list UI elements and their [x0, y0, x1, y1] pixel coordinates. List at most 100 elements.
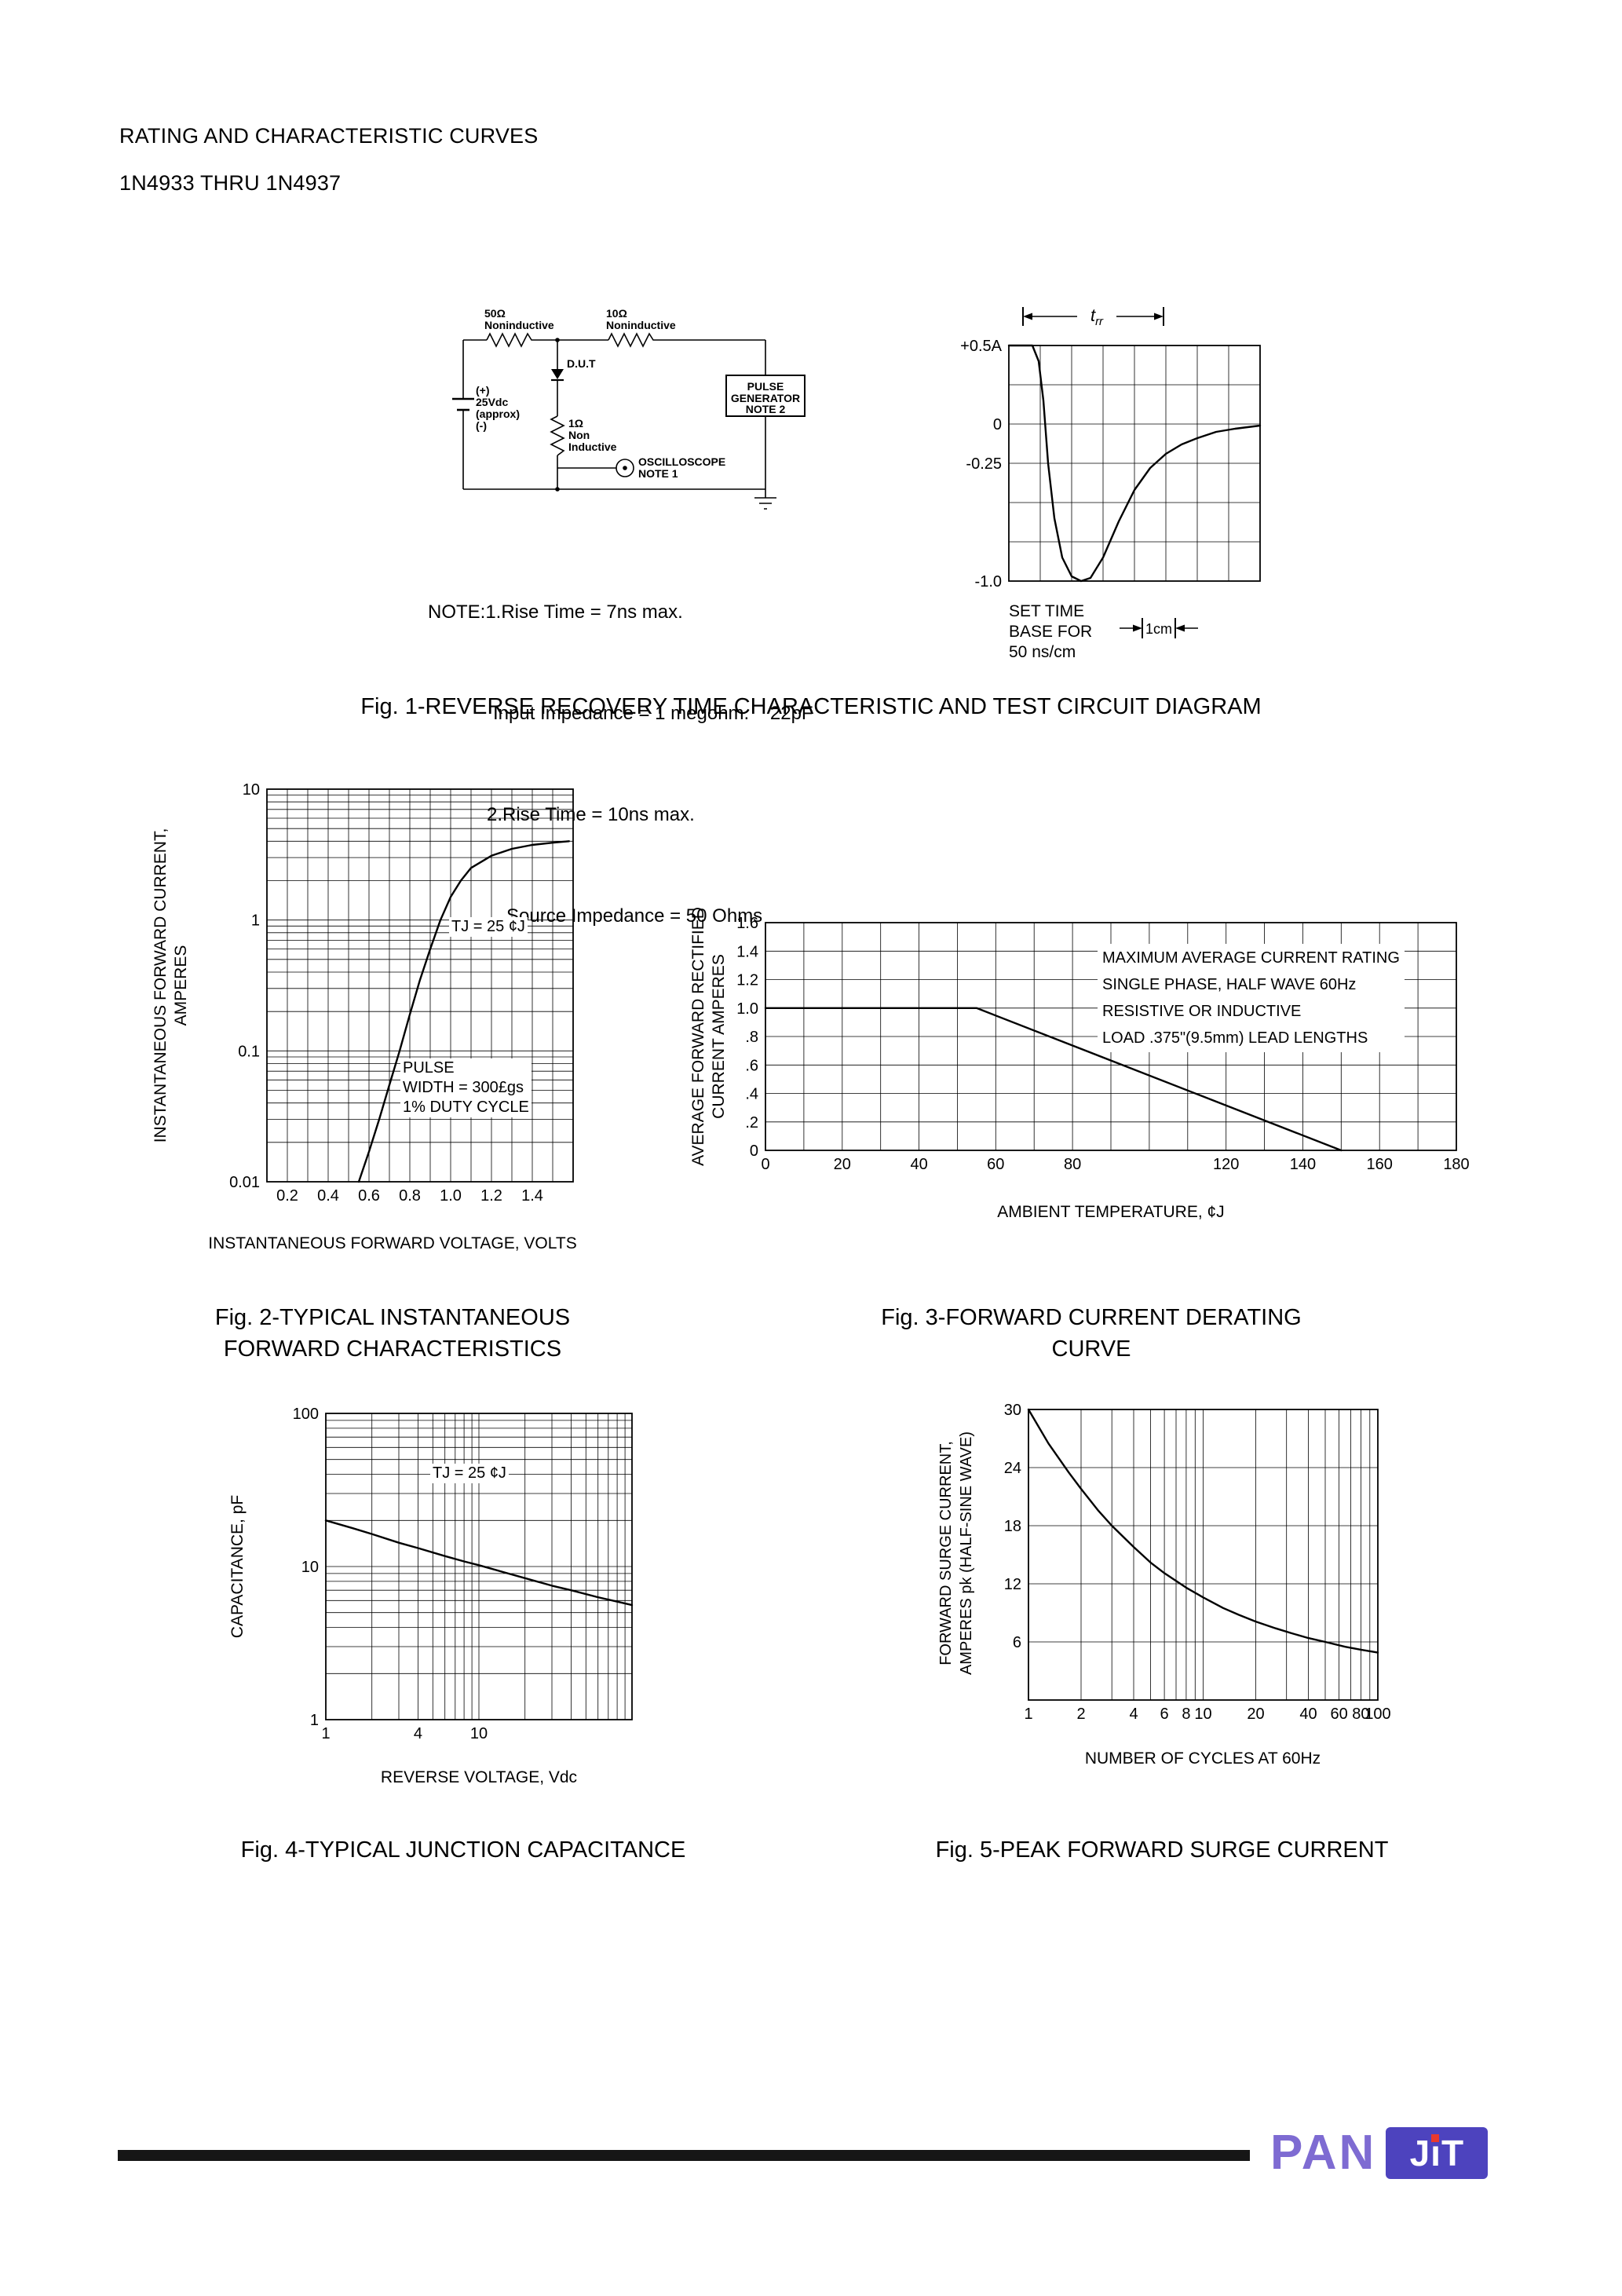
y-tick-label: -0.25 [966, 455, 1002, 473]
footer-rule [118, 2150, 1250, 2161]
x-tick-label: 60 [1330, 1706, 1347, 1723]
battery-approx-label: (approx) [476, 408, 520, 420]
oscilloscope-label-1: OSCILLOSCOPE [638, 455, 725, 468]
fig3-y-axis-label: AVERAGE FORWARD RECTIFIED CURRENT AMPERE… [689, 907, 728, 1166]
fig4-junction-capacitance-chart: 1 4 10 100 10 1 [293, 1406, 634, 1742]
legend-line-4: LOAD .375"(9.5mm) LEAD LENGTHS [1102, 1029, 1368, 1047]
x-tick-label: 80 [1064, 1156, 1081, 1173]
one-cm-label: 1cm [1145, 621, 1172, 637]
r3-value-label: 1Ω [568, 417, 583, 430]
y-tick-label: .6 [745, 1057, 758, 1074]
oscilloscope-label-2: NOTE 1 [638, 467, 678, 480]
x-tick-label: 0.4 [317, 1187, 339, 1205]
fig2-y-axis-label: INSTANTANEOUS FORWARD CURRENT, AMPERES [152, 828, 190, 1143]
x-tick-label: 0.2 [276, 1187, 298, 1205]
x-tick-label: 2 [1076, 1706, 1085, 1723]
x-tick-label: 160 [1367, 1156, 1393, 1173]
fig1-caption: Fig. 1-REVERSE RECOVERY TIME CHARACTERIS… [360, 694, 1262, 719]
fig2-forward-characteristics-chart: 0.2 0.4 0.6 0.8 1.0 1.2 1.4 10 1 0.1 0.01 [229, 781, 574, 1205]
fig4-y-axis-label: CAPACITANCE, pF [228, 1494, 247, 1639]
r1-value-label: 50Ω [484, 307, 506, 320]
note-line-2: Input Impedance = 1 megohm. 22pF [493, 703, 813, 724]
x-tick-label: 1 [1024, 1706, 1032, 1723]
y-tick-label: 0 [993, 416, 1002, 433]
pulse-generator-label-3: NOTE 2 [746, 403, 786, 415]
legend-line-1: MAXIMUM AVERAGE CURRENT RATING [1102, 949, 1400, 967]
y-tick-label: 0 [750, 1143, 758, 1160]
x-tick-label: 1.4 [521, 1187, 543, 1205]
r2-value-label: 10Ω [606, 307, 627, 320]
y-tick-label: 1.4 [736, 943, 758, 960]
x-tick-label: 60 [987, 1156, 1004, 1173]
x-tick-label: 8 [1182, 1706, 1190, 1723]
logo-jit-box: JıT [1386, 2126, 1489, 2179]
y-tick-label: .4 [745, 1086, 758, 1103]
logo-i-dot [1431, 2133, 1440, 2142]
x-tick-label: 10 [1194, 1706, 1211, 1723]
fig3-legend: MAXIMUM AVERAGE CURRENT RATING SINGLE PH… [1098, 944, 1405, 1052]
y-tick-label: .8 [745, 1029, 758, 1046]
series-curve [357, 840, 570, 1183]
fig1-notes: NOTE:1.Rise Time = 7ns max. Input Impeda… [428, 528, 813, 1000]
x-tick-label: 6 [1160, 1706, 1169, 1723]
y-tick-label: 18 [1004, 1518, 1021, 1535]
x-tick-label: 100 [1364, 1706, 1390, 1723]
legend-line-2: SINGLE PHASE, HALF WAVE 60Hz [1102, 976, 1357, 993]
x-tick-label: 0.6 [358, 1187, 380, 1205]
oscilloscope-probe-dot [623, 466, 627, 470]
x-tick-label: 4 [414, 1725, 422, 1742]
x-tick-label: 20 [1247, 1706, 1264, 1723]
reverse-recovery-waveform-plot: trr SET TIME BASE FOR 50 ns/cm 1cm +0.5A… [960, 305, 1262, 661]
x-tick-label: 40 [910, 1156, 927, 1173]
logo-pan-text: PAN [1270, 2126, 1377, 2180]
series-curve [1007, 344, 1262, 583]
fig4-x-axis-label: REVERSE VOLTAGE, Vdc [380, 1768, 578, 1786]
resistor-1ohm-symbol [550, 415, 565, 456]
series-curve [1027, 1408, 1379, 1654]
r2-type-label: Noninductive [606, 319, 676, 331]
x-tick-label: 40 [1299, 1706, 1317, 1723]
one-cm-arrow-right [1175, 624, 1185, 632]
set-time-line-2: BASE FOR [1009, 623, 1092, 641]
part-number-range: 1N4933 THRU 1N4937 [119, 171, 342, 195]
series-curve [764, 1007, 1343, 1152]
y-tick-label: +0.5A [960, 338, 1002, 355]
series-curve [324, 1519, 634, 1607]
y-tick-label: 1 [310, 1712, 319, 1729]
one-cm-dimension: 1cm [1120, 618, 1198, 638]
battery-volts-label: 25Vdc [476, 396, 508, 408]
legend-line-3: RESISTIVE OR INDUCTIVE [1102, 1003, 1302, 1020]
fig5-x-axis-label: NUMBER OF CYCLES AT 60Hz [1084, 1749, 1321, 1768]
set-time-line-1: SET TIME [1009, 602, 1084, 620]
y-tick-label: 0.01 [229, 1174, 260, 1191]
oscilloscope-symbol [616, 459, 634, 477]
trr-arrow-right [1154, 313, 1164, 320]
page-title: RATING AND CHARACTERISTIC CURVES [119, 124, 539, 148]
fig3-caption: Fig. 3-FORWARD CURRENT DERATING CURVE [881, 1305, 1302, 1362]
fig2-caption: Fig. 2-TYPICAL INSTANTANEOUS FORWARD CHA… [214, 1305, 571, 1362]
ground-symbol [754, 489, 776, 510]
x-tick-label: 140 [1290, 1156, 1316, 1173]
fig5-caption: Fig. 5-PEAK FORWARD SURGE CURRENT [935, 1837, 1389, 1863]
r3-type-label-1: Non [568, 429, 590, 441]
y-tick-label: 1.6 [736, 915, 758, 932]
battery-minus-label: (-) [476, 419, 487, 432]
y-tick-label: .2 [745, 1114, 758, 1132]
junction-dot [555, 487, 560, 492]
note-line-1: NOTE:1.Rise Time = 7ns max. [428, 601, 683, 623]
y-tick-label: -1.0 [975, 573, 1002, 590]
panjit-logo: PAN JıT [1270, 2125, 1489, 2181]
note-line-3: 2.Rise Time = 10ns max. [487, 804, 695, 825]
resistor-10ohm-symbol [608, 332, 656, 348]
plot-border [1028, 1409, 1379, 1701]
y-tick-label: 0.1 [238, 1043, 260, 1060]
trr-arrow-left [1023, 313, 1032, 320]
x-tick-label: 1 [321, 1725, 330, 1742]
x-tick-label: 10 [470, 1725, 488, 1742]
trr-label: trr [1090, 305, 1104, 328]
x-tick-label: 20 [834, 1156, 851, 1173]
y-tick-label: 24 [1004, 1460, 1021, 1477]
plot-border [765, 922, 1457, 1151]
